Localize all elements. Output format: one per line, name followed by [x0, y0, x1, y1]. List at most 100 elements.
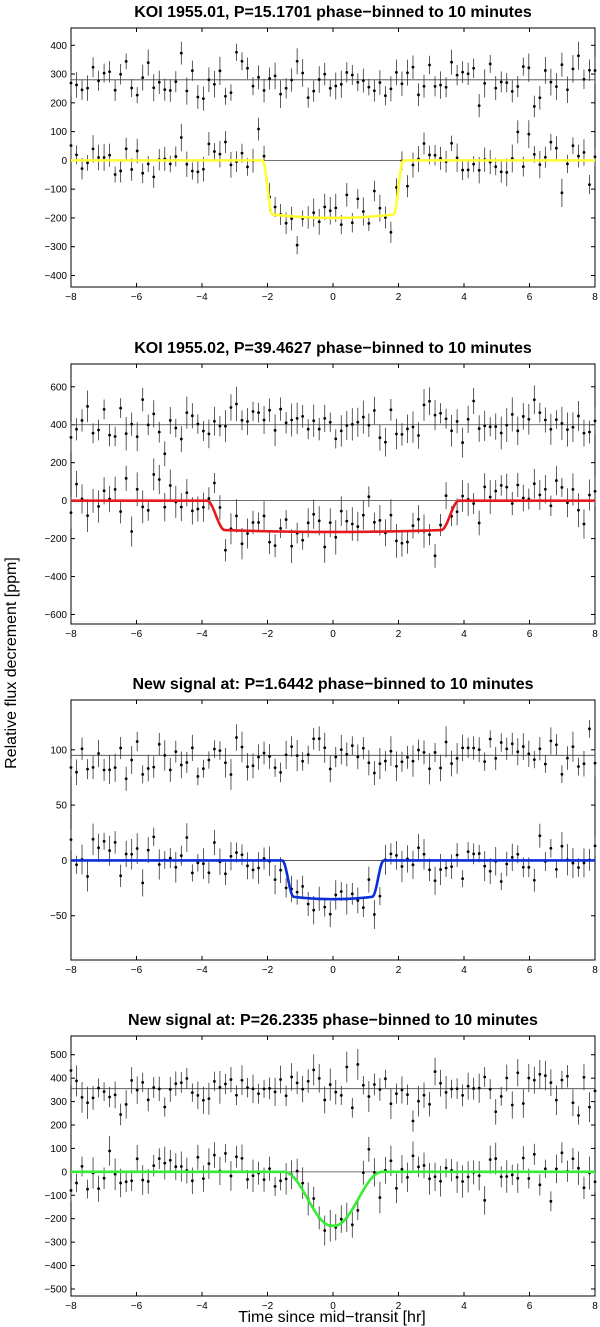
data-point	[339, 429, 343, 433]
y-tick-label: −400	[44, 1261, 67, 1272]
data-point	[510, 1173, 514, 1177]
data-point	[97, 79, 100, 83]
x-tick-label: 8	[592, 1301, 598, 1312]
data-point	[372, 409, 376, 412]
data-point	[102, 489, 106, 493]
data-point	[185, 162, 189, 166]
data-point	[323, 417, 327, 420]
data-point	[483, 82, 487, 85]
y-tick-label: 400	[50, 1074, 67, 1085]
data-point	[505, 862, 509, 866]
data-point	[240, 151, 244, 155]
x-tick-label: 4	[461, 1301, 467, 1312]
data-point	[306, 427, 310, 431]
data-point	[224, 1151, 227, 1155]
data-point	[152, 1086, 156, 1089]
data-point	[582, 77, 586, 81]
data-point	[543, 155, 547, 159]
model-curve	[71, 159, 595, 220]
data-point	[428, 767, 431, 771]
data-point	[516, 483, 520, 487]
data-point	[262, 1087, 266, 1091]
data-point	[229, 1174, 233, 1178]
data-point	[417, 1165, 420, 1169]
panel-4-plot: −8 −6 −4 −2 0 2 4 6 8 −500 −400 −300 −200 −100 0 100 200…	[44, 1035, 598, 1312]
y-axis-label: Relative flux decrement [ppm]	[3, 557, 20, 769]
data-point	[532, 878, 536, 882]
data-point	[339, 1093, 343, 1097]
y-tick-label: 0	[61, 856, 67, 867]
data-point	[472, 399, 476, 403]
panel-2-plot: −8 −6 −4 −2 0 2 4 6 8 −600 −400 −200 0 200 400 600	[44, 363, 598, 640]
x-tick-label: −4	[196, 292, 208, 303]
data-point	[345, 424, 349, 427]
model-curve	[71, 499, 595, 534]
data-point	[179, 1081, 183, 1084]
data-point	[527, 66, 531, 70]
data-point	[582, 762, 586, 766]
data-point	[130, 422, 134, 426]
data-point	[135, 847, 139, 850]
data-point	[185, 89, 189, 93]
data-point	[141, 1178, 145, 1182]
data-point	[499, 1175, 503, 1179]
data-point	[240, 542, 244, 546]
data-point	[196, 507, 200, 511]
data-point	[163, 452, 167, 456]
data-point	[378, 81, 382, 84]
data-point	[538, 1183, 542, 1187]
data-point	[494, 1157, 498, 1160]
data-point	[268, 77, 271, 80]
data-point	[483, 1198, 487, 1202]
data-point	[488, 1087, 492, 1091]
data-point	[323, 746, 327, 750]
data-point	[168, 1087, 172, 1091]
data-point	[157, 80, 161, 84]
data-point	[566, 756, 569, 760]
data-point	[312, 908, 316, 912]
data-point	[339, 82, 343, 86]
data-point	[323, 545, 327, 549]
data-point	[571, 67, 575, 71]
data-point	[91, 837, 95, 841]
data-point	[378, 206, 382, 210]
data-point	[560, 1078, 564, 1082]
data-point	[179, 136, 183, 139]
data-point	[201, 1098, 205, 1102]
data-point	[224, 1082, 227, 1086]
data-point	[554, 867, 558, 871]
data-point	[229, 773, 233, 776]
data-point	[439, 156, 442, 160]
data-point	[179, 854, 183, 858]
data-point	[163, 1105, 167, 1109]
data-point	[97, 1086, 100, 1090]
data-point	[505, 747, 509, 751]
y-tick-label: 500	[50, 1050, 67, 1061]
data-point	[213, 841, 216, 844]
y-tick-label: −50	[50, 911, 67, 922]
data-point	[102, 839, 106, 843]
data-point	[323, 72, 327, 76]
data-point	[80, 167, 84, 171]
data-point	[168, 768, 172, 772]
data-point	[560, 1151, 564, 1155]
data-point	[69, 838, 73, 842]
data-point	[554, 743, 558, 747]
data-point	[141, 772, 145, 776]
y-tick-label: 100	[50, 745, 67, 756]
data-point	[317, 519, 321, 523]
data-point	[190, 169, 194, 173]
data-point	[306, 521, 310, 525]
x-tick-label: −2	[262, 965, 274, 976]
data-point	[284, 886, 288, 890]
data-point	[163, 1161, 167, 1165]
data-point	[86, 767, 89, 771]
data-point	[505, 485, 509, 489]
data-point	[345, 71, 349, 74]
data-point	[516, 85, 520, 88]
data-point	[141, 171, 145, 175]
data-point	[213, 1079, 216, 1083]
data-point	[433, 84, 437, 88]
data-point	[152, 765, 156, 769]
data-point	[406, 1093, 409, 1097]
